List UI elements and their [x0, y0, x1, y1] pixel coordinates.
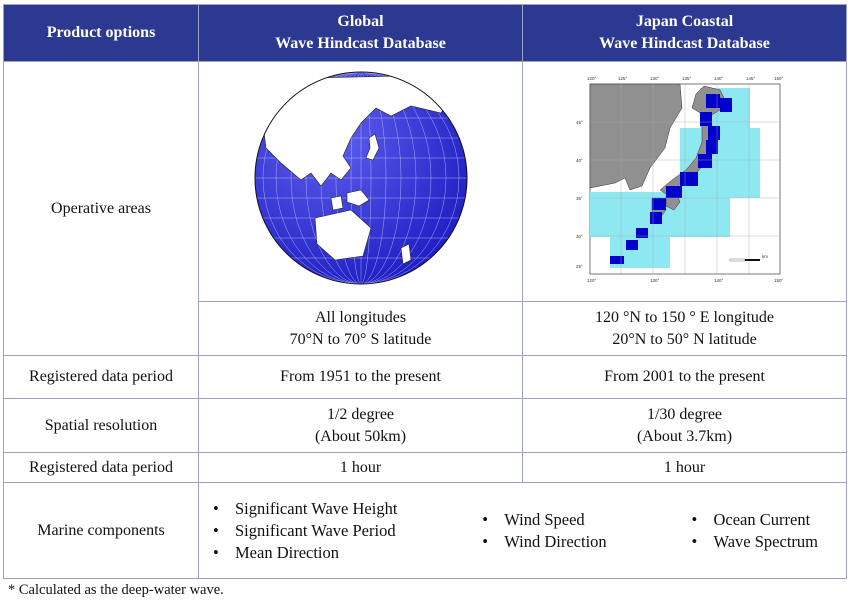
components-label: Marine components	[3, 482, 199, 579]
components-group-3: Ocean Current Wave Spectrum	[687, 509, 818, 553]
scale-bar	[729, 258, 760, 262]
resolution-label: Spatial resolution	[3, 398, 199, 453]
components-lists: Significant Wave Height Significant Wave…	[199, 498, 846, 564]
japan-latitude: 20°N to 50° N latitude	[612, 330, 757, 348]
lat-tick: 25°	[576, 264, 583, 269]
component-item: Wind Direction	[478, 531, 606, 553]
header-japan-line2: Wave Hindcast Database	[599, 35, 770, 52]
component-item: Significant Wave Height	[209, 498, 397, 520]
component-item: Wind Speed	[478, 509, 606, 531]
spec-table: Product options Global Wave Hindcast Dat…	[3, 4, 847, 579]
operative-coverage-row: All longitudes 70°N to 70° S latitude 12…	[4, 301, 847, 356]
component-item: Mean Direction	[209, 542, 397, 564]
header-global-line2: Wave Hindcast Database	[275, 35, 446, 52]
lon-tick-bottom: 150°	[774, 278, 784, 283]
interval-label: Registered data period	[3, 452, 199, 483]
global-globe-cell	[198, 61, 523, 302]
global-longitude: All longitudes	[314, 308, 407, 326]
japan-map-cell: 120° 125° 130° 135° 140° 145° 150° 45° 4…	[522, 61, 847, 302]
header-row: Product options Global Wave Hindcast Dat…	[3, 4, 847, 62]
lon-tick-bottom: 120°	[587, 278, 597, 283]
lon-tick: 135°	[682, 76, 692, 81]
footnote: * Calculated as the deep-water wave.	[8, 582, 224, 598]
global-resolution-approx: (About 50km)	[314, 427, 407, 445]
lon-tick: 120°	[587, 76, 597, 81]
period-label: Registered data period	[3, 355, 199, 399]
japan-longitude: 120 °N to 150 ° E longitude	[594, 308, 774, 326]
global-resolution: 1/2 degree (About 50km)	[198, 398, 523, 453]
component-item: Significant Wave Period	[209, 520, 397, 542]
lon-tick: 150°	[774, 76, 784, 81]
globe-map	[254, 71, 467, 285]
lon-tick-bottom: 130°	[650, 278, 660, 283]
header-japan: Japan Coastal Wave Hindcast Database	[522, 4, 847, 62]
components-cell: Significant Wave Height Significant Wave…	[198, 482, 847, 579]
lon-tick: 145°	[746, 76, 756, 81]
japan-resolution-approx: (About 3.7km)	[636, 427, 733, 445]
lon-tick: 140°	[714, 76, 724, 81]
interval-row: Registered data period 1 hour 1 hour	[3, 452, 847, 483]
header-global-line1: Global	[337, 13, 384, 30]
global-coverage: All longitudes 70°N to 70° S latitude	[198, 301, 523, 356]
header-japan-line1: Japan Coastal	[635, 13, 734, 30]
lat-tick: 40°	[576, 158, 583, 163]
global-latitude: 70°N to 70° S latitude	[289, 330, 432, 348]
japan-coastal-map: 120° 125° 130° 135° 140° 145° 150° 45° 4…	[576, 76, 784, 283]
lon-tick: 130°	[650, 76, 660, 81]
component-item: Wave Spectrum	[687, 531, 818, 553]
global-period: From 1951 to the present	[198, 355, 523, 399]
components-group-2: Wind Speed Wind Direction	[478, 509, 606, 553]
operative-areas-label: Operative areas	[3, 61, 199, 356]
component-item: Ocean Current	[687, 509, 818, 531]
japan-resolution-value: 1/30 degree	[646, 405, 723, 423]
japan-resolution: 1/30 degree (About 3.7km)	[522, 398, 847, 453]
lat-tick: 30°	[576, 234, 583, 239]
header-global: Global Wave Hindcast Database	[198, 4, 523, 62]
japan-period: From 2001 to the present	[522, 355, 847, 399]
operative-map-row: Operative areas	[3, 61, 847, 356]
lat-tick: 45°	[576, 120, 583, 125]
japan-interval: 1 hour	[522, 452, 847, 483]
components-group-1: Significant Wave Height Significant Wave…	[209, 498, 397, 564]
lon-tick-bottom: 140°	[714, 278, 724, 283]
global-resolution-value: 1/2 degree	[326, 405, 395, 423]
japan-coverage: 120 °N to 150 ° E longitude 20°N to 50° …	[522, 301, 847, 356]
components-row: Marine components Significant Wave Heigh…	[3, 482, 847, 579]
scale-unit: km	[762, 254, 768, 259]
resolution-row: Spatial resolution 1/2 degree (About 50k…	[3, 398, 847, 453]
global-interval: 1 hour	[198, 452, 523, 483]
header-product-options: Product options	[3, 4, 199, 62]
lon-tick: 125°	[618, 76, 628, 81]
lat-tick: 35°	[576, 196, 583, 201]
period-row: Registered data period From 1951 to the …	[3, 355, 847, 399]
